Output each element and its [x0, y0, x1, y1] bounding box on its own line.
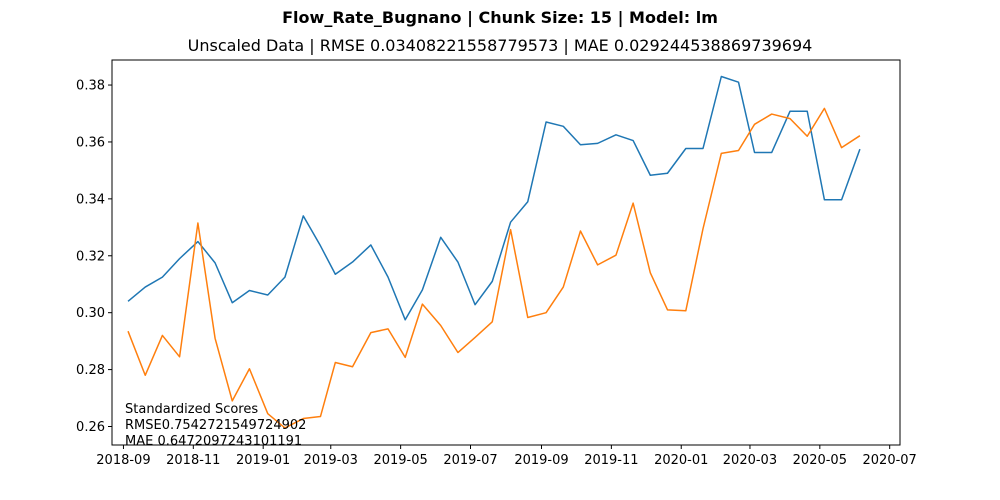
- series-line-1: [127, 75, 861, 321]
- y-tick-label: 0.30: [76, 306, 105, 321]
- x-tick-label: 2020-07: [863, 453, 917, 468]
- x-tick-label: 2020-05: [793, 453, 847, 468]
- x-tick-label: 2019-09: [514, 453, 568, 468]
- standardized-scores-annotation: Standardized Scores RMSE0.75427215497249…: [125, 402, 306, 449]
- x-tick-label: 2020-03: [723, 453, 777, 468]
- axes-frame: [111, 59, 901, 446]
- y-tick-label: 0.38: [76, 79, 105, 94]
- y-tick-label: 0.34: [76, 192, 105, 207]
- y-tick-label: 0.26: [76, 420, 105, 435]
- x-axis: 2018-09 2018-11 2019-01 2019-03 2019-05 2019-…: [96, 445, 917, 468]
- y-axis: 0.26 0.28 0.30 0.32 0.34 0.36 0.38: [76, 79, 112, 435]
- x-tick-label: 2019-05: [373, 453, 427, 468]
- chart-title: Flow_Rate_Bugnano | Chunk Size: 15 | Mod…: [282, 8, 718, 27]
- series-line-2: [127, 107, 861, 429]
- chart-subtitle: Unscaled Data | RMSE 0.03408221558779573…: [187, 36, 813, 55]
- x-tick-label: 2018-11: [166, 453, 220, 468]
- x-tick-label: 2019-01: [236, 453, 290, 468]
- series-layer: [127, 75, 861, 429]
- y-tick-label: 0.32: [76, 249, 105, 264]
- y-tick-label: 0.28: [76, 363, 105, 378]
- x-tick-label: 2019-03: [304, 453, 358, 468]
- annotation-heading: Standardized Scores: [125, 402, 258, 417]
- x-tick-label: 2018-09: [96, 453, 150, 468]
- annotation-rmse: RMSE0.7542721549724902: [125, 418, 306, 433]
- x-tick-label: 2020-01: [654, 453, 708, 468]
- x-tick-label: 2019-07: [443, 453, 497, 468]
- y-tick-label: 0.36: [76, 135, 105, 150]
- annotation-mae: MAE 0.6472097243101191: [125, 434, 302, 449]
- x-tick-label: 2019-11: [584, 453, 638, 468]
